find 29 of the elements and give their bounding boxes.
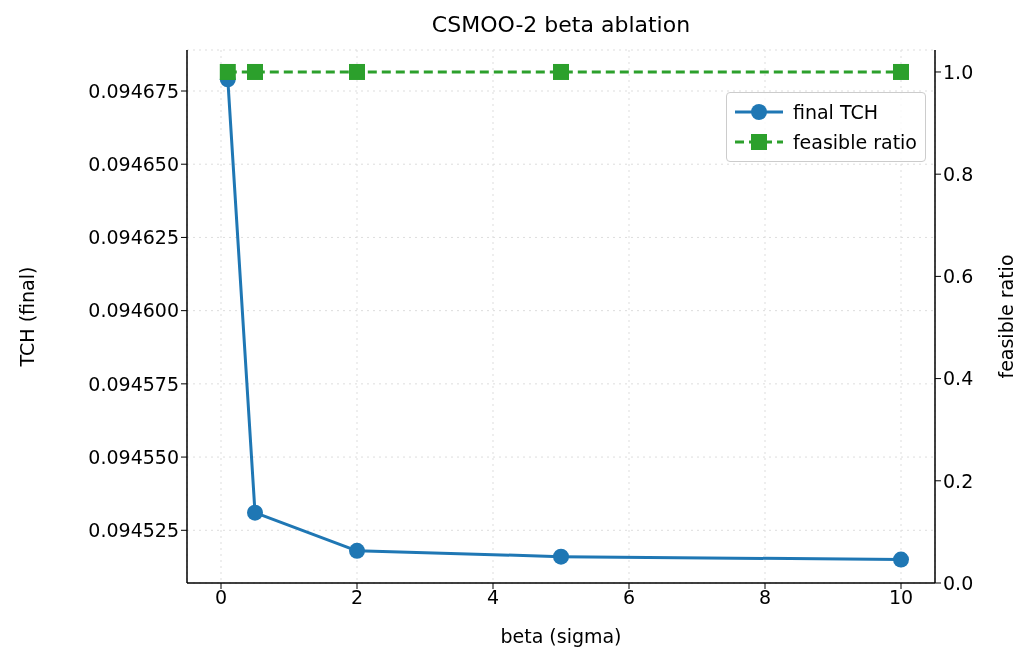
y2-tick-label: 1.0 [943,60,974,83]
point [247,504,263,521]
y-tick-label: 0.094675 [88,79,179,102]
y-tick-label: 0.094650 [88,152,179,175]
y2-tick-label: 0.6 [943,265,974,288]
x-axis-title: beta (sigma) [500,625,622,647]
x-tick-label: 10 [888,586,914,609]
point [349,542,365,559]
y-tick-label: 0.094575 [88,372,179,395]
y-tick-label: 0.094550 [88,445,179,468]
y2-tick-label: 0.2 [943,469,974,492]
y2-axis-title: feasible ratio [994,254,1017,379]
y-axis-title: TCH (final) [15,266,38,368]
y2-tick-label: 0.0 [943,571,974,594]
x-tick-label: 8 [758,586,772,609]
chart-title: CSMOO-2 beta ablation [430,12,692,37]
point [893,551,909,568]
y-tick-label: 0.094525 [88,519,179,542]
y-tick-label: 0.094600 [88,299,179,322]
legend-label: feasible ratio [792,130,917,155]
x-tick-label: 6 [622,586,636,609]
x-tick-label: 0 [214,586,228,609]
y2-tick-label: 0.8 [943,162,974,185]
legend-label: final TCH [792,100,878,125]
y-tick-label: 0.094625 [88,226,179,249]
x-tick-label: 4 [486,586,500,609]
point [553,548,569,565]
x-tick-label: 2 [350,586,364,609]
y2-tick-label: 0.4 [943,367,974,390]
